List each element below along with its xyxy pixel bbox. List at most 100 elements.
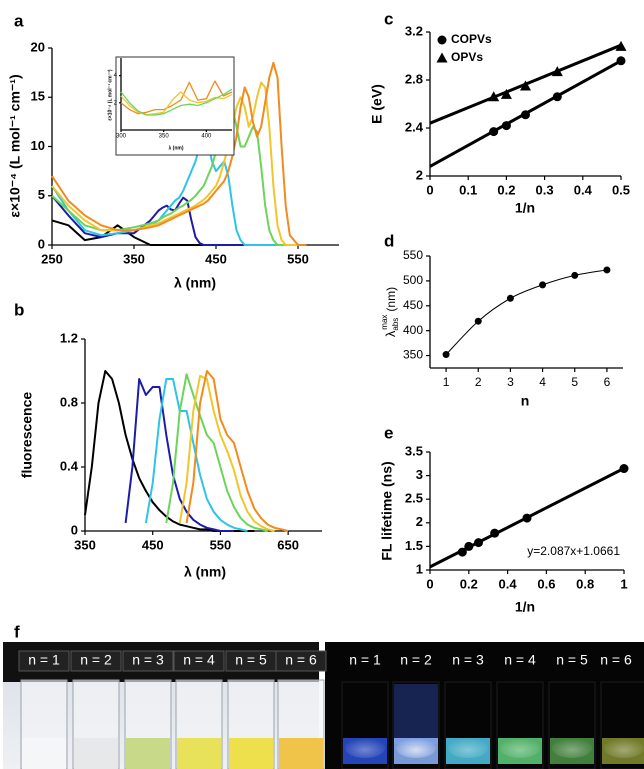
vial-glass — [600, 681, 644, 769]
vial-liquid — [279, 738, 323, 769]
spectrum-line — [120, 91, 233, 116]
x-axis-title: λ (nm) — [174, 275, 216, 291]
y-tick-label: 3.2 — [405, 23, 423, 38]
spectrum-line — [144, 378, 248, 532]
spectrum-line — [165, 373, 269, 532]
data-point — [489, 127, 499, 137]
panel-label: f — [14, 622, 20, 641]
vial-label: n = 4 — [504, 652, 536, 668]
y-axis-title-unit: (nm) — [384, 287, 398, 312]
vial-glow — [500, 738, 540, 758]
legend-label: OPVs — [451, 50, 483, 64]
y-tick-label: 2 — [416, 514, 423, 529]
vial-label: n = 5 — [556, 652, 588, 668]
data-point — [490, 528, 500, 538]
vial-glow — [396, 738, 436, 758]
vial-label: n = 3 — [452, 652, 484, 668]
spectrum-line — [120, 88, 233, 116]
x-tick-label: 0.4 — [574, 182, 593, 197]
panel-label: c — [384, 9, 393, 28]
data-point — [474, 538, 483, 548]
x-tick-label: 3 — [507, 375, 514, 389]
inset-frame — [115, 56, 235, 156]
vial-label: n = 2 — [80, 652, 112, 668]
vial-liquid — [22, 738, 66, 769]
spectrum-line — [51, 81, 307, 246]
x-tick-label: 550 — [210, 537, 232, 552]
y-axis-title: λabsmax (nm) — [380, 287, 400, 337]
y-tick-label: 2.8 — [405, 71, 423, 86]
x-tick-label: 0.2 — [460, 576, 478, 591]
x-tick-label: 5 — [571, 375, 578, 389]
x-tick-label: 1 — [620, 576, 627, 591]
y-axis-title: FL lifetime (ns) — [379, 461, 395, 560]
x-tick-label: 450 — [142, 537, 164, 552]
y-tick-label: 15 — [31, 89, 45, 104]
x-tick-label: 0.6 — [537, 576, 555, 591]
y-tick-label: 0.8 — [60, 394, 78, 409]
data-point — [603, 266, 611, 274]
panel-label: b — [14, 300, 24, 319]
data-point — [522, 513, 532, 523]
y-tick-label: 500 — [403, 273, 423, 287]
y-tick-label: 1 — [416, 561, 423, 576]
vial-label: n = 1 — [349, 652, 381, 668]
vial-label: n = 6 — [600, 652, 632, 668]
data-point — [501, 121, 511, 131]
trend-curve — [445, 269, 608, 355]
spectrum-line — [51, 106, 307, 246]
x-tick-label: 300 — [116, 134, 127, 140]
x-tick-label: 0.5 — [612, 182, 630, 197]
y-tick-label: 2.5 — [405, 491, 423, 506]
x-axis-title: 1/n — [515, 599, 535, 615]
data-point — [616, 56, 626, 66]
label-box — [70, 650, 122, 672]
legend-marker — [436, 52, 448, 63]
x-tick-label: 0.1 — [459, 182, 477, 197]
x-tick-label: 6 — [604, 375, 611, 389]
label-box — [275, 650, 327, 672]
y-tick-label: 550 — [403, 248, 423, 262]
data-point — [571, 271, 579, 279]
x-tick-label: 550 — [287, 251, 309, 266]
x-tick-label: 650 — [277, 537, 299, 552]
x-tick-label: 4 — [539, 375, 546, 389]
spectrum-line — [178, 374, 275, 532]
y-axis-title-sub: abs — [391, 318, 400, 331]
vial-glass — [548, 681, 596, 769]
vial-glass — [444, 681, 492, 769]
y-tick-label: 3 — [416, 467, 423, 482]
x-tick-label: 1 — [443, 375, 450, 389]
vial-liquid — [229, 738, 273, 769]
x-tick-label: 2 — [475, 375, 482, 389]
y-tick-label: 0 — [38, 236, 45, 251]
data-point — [506, 294, 514, 302]
vial-label: n = 5 — [235, 652, 267, 668]
vial-glass — [341, 681, 389, 769]
y-tick-label: 0 — [71, 522, 78, 537]
vial-liquid — [126, 738, 170, 769]
data-point — [619, 464, 629, 474]
x-axis-title: λ (nm) — [169, 145, 184, 151]
spectrum-line — [185, 370, 289, 532]
x-tick-label: 0.4 — [499, 576, 518, 591]
label-box — [122, 650, 174, 672]
data-point — [488, 91, 500, 102]
data-point — [552, 92, 562, 102]
vial-label: n = 3 — [132, 652, 164, 668]
y-axis-title-sup: max — [380, 315, 389, 330]
x-tick-label: 350 — [123, 251, 145, 266]
y-tick-label: 1.5 — [405, 538, 423, 553]
spectrum-line — [120, 80, 233, 115]
x-tick-label: 0.8 — [576, 576, 594, 591]
x-tick-label: 0 — [426, 182, 433, 197]
x-axis-title: n — [521, 393, 530, 409]
data-point — [442, 351, 450, 359]
vial-glow — [552, 738, 592, 758]
panel-label: d — [384, 231, 394, 250]
vial-liquid — [177, 738, 221, 769]
x-tick-label: 350 — [74, 537, 96, 552]
x-tick-label: 0.3 — [536, 182, 554, 197]
y-tick-label: 3.5 — [405, 443, 423, 458]
y-axis-title: ε×10⁻⁴ (L mol⁻¹ cm⁻¹) — [7, 74, 23, 217]
